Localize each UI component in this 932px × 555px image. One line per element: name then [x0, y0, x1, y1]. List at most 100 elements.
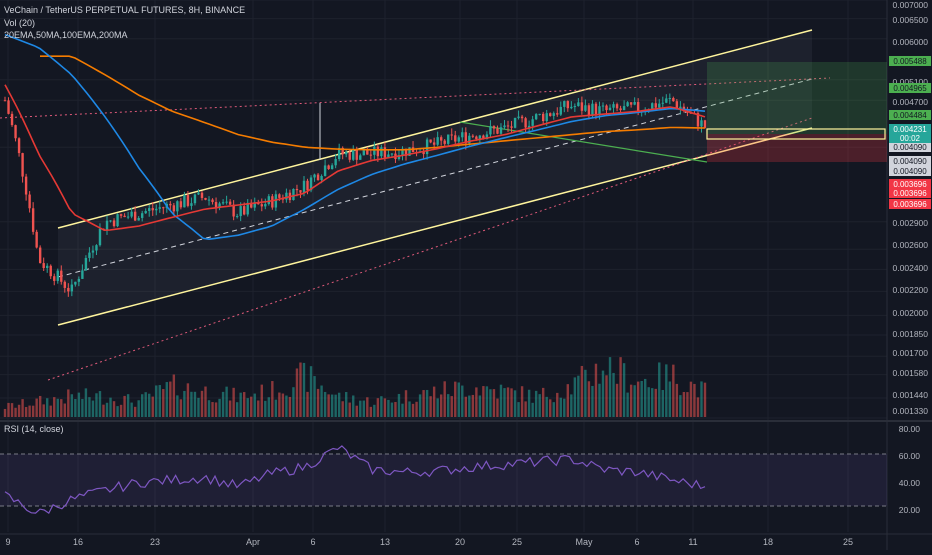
- candle-body: [552, 113, 555, 116]
- rsi-tick-label: 60.00: [899, 451, 921, 461]
- candle-body: [299, 190, 302, 193]
- candle-body: [31, 208, 35, 232]
- price-marker-chip: [889, 188, 931, 198]
- countdown-label: 00:02: [900, 134, 921, 143]
- candle-body: [577, 102, 580, 107]
- candle-body: [534, 114, 538, 120]
- candle-body: [116, 214, 119, 227]
- volume-bar: [200, 390, 204, 417]
- volume-bar: [605, 375, 608, 417]
- candle-body: [130, 211, 133, 217]
- volume-bar: [137, 400, 140, 417]
- volume-bar: [214, 402, 218, 417]
- volume-bar: [348, 402, 351, 417]
- candle-body: [17, 138, 21, 154]
- candle-body: [510, 126, 513, 128]
- volume-bar: [598, 383, 601, 417]
- candle-body: [432, 142, 436, 145]
- volume-bar: [225, 386, 228, 417]
- volume-bar: [622, 363, 626, 417]
- price-marker-chip: [889, 166, 931, 176]
- price-tick-label: 0.006500: [893, 15, 929, 25]
- candle-body: [362, 150, 365, 156]
- candle-body: [591, 103, 594, 116]
- volume-bar: [566, 384, 570, 417]
- candle-body: [60, 270, 63, 282]
- volume-bar: [123, 395, 126, 417]
- candles: [3, 93, 707, 297]
- rsi-tick-label: 80.00: [899, 424, 921, 434]
- ma50-line: [4, 33, 706, 241]
- candle-body: [622, 106, 626, 111]
- volume-bar: [239, 392, 242, 417]
- volume-bar: [63, 403, 66, 417]
- long-stop-zone: [707, 134, 887, 162]
- volume-bar: [503, 388, 506, 417]
- volume-bar: [633, 385, 636, 417]
- volume-bar: [109, 397, 112, 417]
- candle-body: [636, 102, 640, 112]
- candle-body: [56, 270, 59, 281]
- volume-bar: [668, 381, 672, 417]
- volume-bar: [70, 394, 74, 417]
- volume-bar: [672, 364, 675, 417]
- candle-body: [295, 188, 299, 191]
- volume-bar: [436, 398, 439, 417]
- candle-body: [366, 150, 369, 155]
- volume-bar: [549, 399, 552, 417]
- candle-body: [668, 98, 672, 100]
- volume-bar: [119, 404, 123, 417]
- candle-body: [580, 102, 584, 111]
- candle-body: [28, 194, 31, 209]
- volume-bar: [21, 399, 24, 417]
- volume-bar: [475, 387, 478, 417]
- candle-body: [570, 106, 573, 109]
- volume-bar: [447, 394, 450, 417]
- candle-body: [443, 140, 446, 144]
- price-tick-label: 0.001580: [893, 368, 929, 378]
- price-marker-label: 0.004965: [893, 84, 927, 93]
- candle-body: [545, 113, 548, 122]
- volume-bar: [330, 394, 334, 417]
- volume-bar: [675, 383, 679, 417]
- candle-body: [211, 199, 214, 203]
- candle-body: [658, 103, 661, 108]
- price-marker-chip: [889, 142, 931, 152]
- volume-bar: [271, 381, 274, 417]
- candle-body: [408, 147, 411, 156]
- volume-bar: [221, 391, 225, 417]
- volume-bar: [594, 363, 598, 417]
- volume-bar: [489, 389, 492, 417]
- candle-body: [320, 175, 323, 181]
- volume-bar: [450, 396, 453, 417]
- volume-bar: [654, 388, 657, 417]
- candle-body: [35, 231, 38, 248]
- volume-bar: [429, 396, 432, 417]
- volume-bar: [172, 374, 176, 417]
- candle-body: [140, 213, 144, 218]
- candle-body: [563, 101, 566, 107]
- candle-body: [112, 220, 116, 227]
- candle-body: [126, 216, 130, 218]
- candle-body: [260, 204, 263, 207]
- volume-bar: [612, 372, 615, 417]
- volume-bar: [665, 364, 668, 417]
- candle-body: [77, 278, 81, 282]
- volume-bar: [658, 362, 661, 417]
- candle-body: [81, 270, 84, 279]
- volume-bar: [651, 388, 654, 417]
- candle-body: [503, 125, 506, 128]
- candle-body: [179, 201, 183, 208]
- volume-bar: [401, 403, 404, 417]
- candle-body: [316, 174, 320, 181]
- candle-body: [461, 132, 464, 138]
- candle-body: [21, 153, 24, 177]
- price-tick-label: 0.004700: [893, 97, 929, 107]
- candle-body: [302, 180, 306, 193]
- candle-body: [478, 135, 482, 140]
- candle-body: [42, 263, 45, 269]
- volume-bar: [520, 386, 524, 417]
- candle-body: [24, 176, 28, 195]
